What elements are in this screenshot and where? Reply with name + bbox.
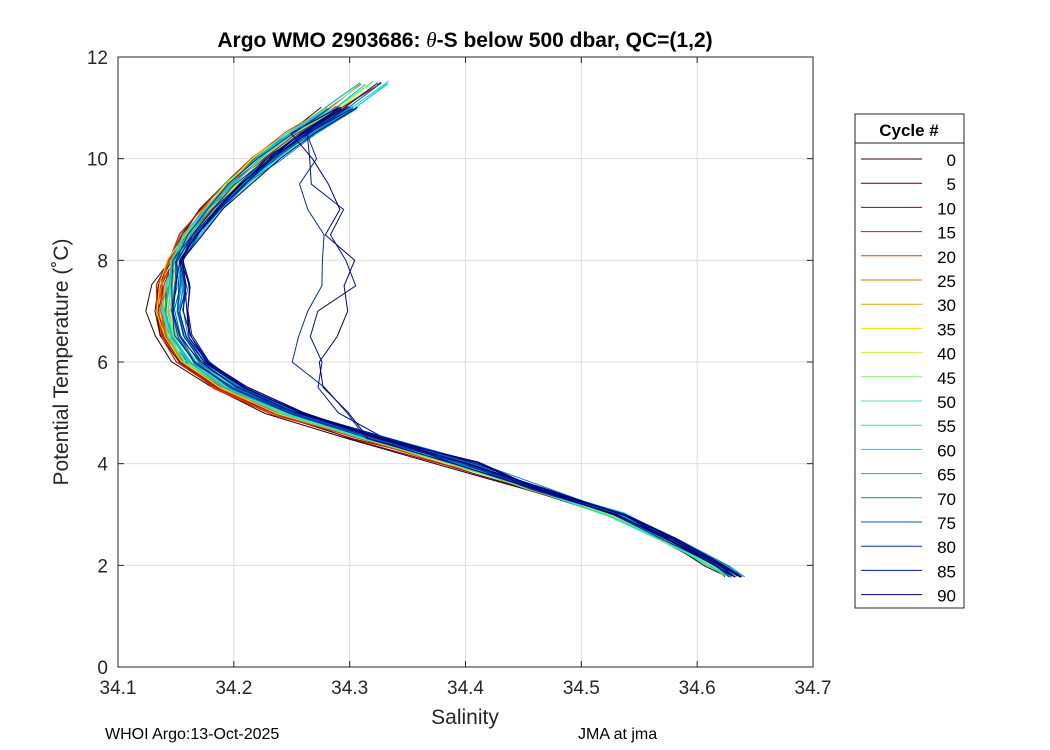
x-tick-label: 34.5 — [563, 678, 600, 699]
legend-label-80: 80 — [937, 538, 956, 557]
legend-label-55: 55 — [937, 417, 956, 436]
x-axis-label: Salinity — [431, 706, 499, 729]
y-axis-label: Potential Temperature (˚C) — [50, 238, 73, 485]
y-axis-ticks: 0 2 4 6 8 10 12 — [87, 48, 813, 679]
x-tick-label: 34.1 — [100, 678, 137, 699]
footer-source: WHOI Argo:13-Oct-2025 — [105, 726, 280, 743]
y-tick-label: 4 — [97, 455, 108, 476]
profile-line-cycle-90 — [179, 108, 738, 575]
legend-label-40: 40 — [937, 345, 956, 364]
legend-title: Cycle # — [879, 121, 939, 140]
legend-label-25: 25 — [937, 272, 956, 291]
legend-label-5: 5 — [947, 175, 956, 194]
y-tick-label: 10 — [87, 150, 108, 171]
x-tick-label: 34.2 — [215, 678, 252, 699]
profile-lines — [145, 80, 745, 578]
legend-label-85: 85 — [937, 562, 956, 581]
legend: Cycle # 0 5 10 15 20 25 30 35 40 45 50 55 60 65 70 75 80… — [854, 113, 965, 609]
profile-excursion-cycle-90 — [290, 107, 733, 576]
legend-label-70: 70 — [937, 490, 956, 509]
legend-label-65: 65 — [937, 466, 956, 485]
legend-label-50: 50 — [937, 393, 956, 412]
profile-line-cycle-90 — [179, 106, 741, 578]
y-tick-label: 8 — [97, 251, 108, 272]
legend-label-75: 75 — [937, 514, 956, 533]
x-tick-label: 34.7 — [795, 678, 832, 699]
legend-label-60: 60 — [937, 441, 956, 460]
legend-label-15: 15 — [937, 224, 956, 243]
legend-box — [854, 113, 965, 609]
y-tick-label: 12 — [87, 48, 108, 69]
legend-items: 0 5 10 15 20 25 30 35 40 45 50 55 60 65 70 75 80 85 90 — [861, 151, 956, 606]
y-tick-label: 0 — [97, 658, 108, 679]
x-tick-label: 34.4 — [447, 678, 484, 699]
footer-operator: JMA at jma — [578, 726, 658, 743]
legend-label-35: 35 — [937, 320, 956, 339]
x-axis-ticks: 34.1 34.2 34.3 34.4 34.5 34.6 34.7 — [100, 57, 832, 699]
legend-label-0: 0 — [947, 151, 956, 170]
y-tick-label: 2 — [97, 556, 108, 577]
legend-label-30: 30 — [937, 296, 956, 315]
legend-label-45: 45 — [937, 369, 956, 388]
legend-label-10: 10 — [937, 199, 956, 218]
legend-label-20: 20 — [937, 248, 956, 267]
x-tick-label: 34.3 — [331, 678, 368, 699]
chart-title: Argo WMO 2903686: θ-S below 500 dbar, QC… — [217, 28, 712, 52]
y-tick-label: 6 — [97, 353, 108, 374]
legend-label-90: 90 — [937, 587, 956, 606]
x-tick-label: 34.6 — [679, 678, 716, 699]
